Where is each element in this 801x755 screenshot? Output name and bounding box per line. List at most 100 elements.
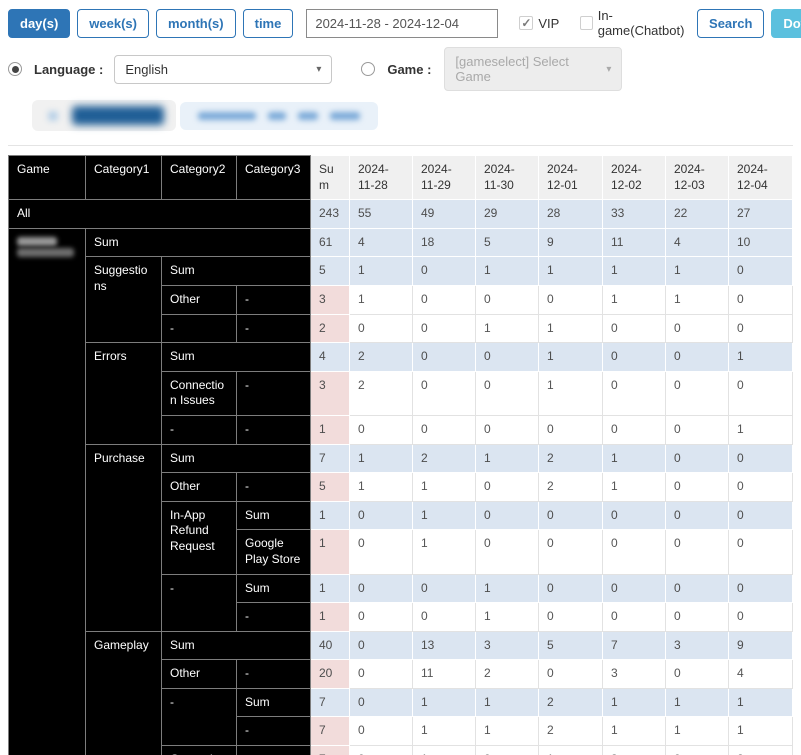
value-cell: 1 [310,529,350,575]
table-row: Errors Sum 4 2 0 0 1 0 0 1 [9,342,793,445]
vip-checkbox-group: ✓ VIP [519,16,559,31]
value-cell: 0 [475,284,539,315]
category-cell: Connection Issues [161,370,237,416]
filter-panel: day(s) week(s) month(s) time ✓ VIP In-ga… [8,8,801,146]
value-cell: 0 [665,745,729,755]
value-cell: 0 [602,529,666,575]
game-select[interactable]: [gameselect] Select Game ▾ [444,47,623,91]
value-cell: 1 [412,472,476,502]
value-cell: 2 [412,443,476,474]
redacted-button[interactable] [72,106,164,125]
search-button[interactable]: Search [697,8,765,38]
value-cell: 33 [602,199,666,229]
value-cell: 0 [665,342,729,372]
category-cell: - [236,284,311,315]
language-radio[interactable] [8,62,22,76]
table-row: - Sum 7 0 1 1 2 1 1 1 [9,687,793,747]
months-button[interactable]: month(s) [156,8,236,38]
table-row: Connection Issues -3 2 0 0 1 0 0 0 [9,370,793,416]
category-cell: - [236,659,311,689]
value-cell: 0 [475,414,539,445]
value-cell: 9 [538,227,603,258]
category-cell: Sum [236,687,311,718]
value-cell: 1 [475,602,539,632]
time-button[interactable]: time [242,8,294,38]
value-cell: 5 [310,256,350,286]
category-cell: Purchase [85,443,162,632]
value-cell: 2 [349,370,413,416]
category-cell: - [236,313,311,344]
header-cell: 2024-11-29 [412,154,476,201]
value-cell: 1 [665,687,729,718]
header-cell: Category2 [161,154,237,201]
value-cell: 0 [475,342,539,372]
header-cell: 2024-12-02 [602,154,666,201]
value-cell: 1 [728,414,793,445]
value-cell: 0 [538,602,603,632]
category-cell: Sum [161,630,311,661]
value-cell: 1 [665,284,729,315]
value-cell: 0 [412,573,476,604]
category-cell: - [236,414,311,445]
weeks-button[interactable]: week(s) [77,8,149,38]
ingame-checkbox[interactable] [580,16,593,30]
redacted-toolbar [32,100,793,131]
value-cell: 1 [310,500,350,531]
date-range-input[interactable] [306,8,499,38]
value-cell: 0 [665,414,729,445]
days-button[interactable]: day(s) [8,8,71,38]
filter-row-selects: Language : English ▾ Game : [gameselect]… [8,47,793,91]
value-cell: 2 [538,687,603,718]
ingame-label: In-game(Chatbot) [597,8,685,38]
value-cell: 0 [665,370,729,416]
header-cell: 2024-12-01 [538,154,603,201]
category-cell: - [161,573,237,632]
value-cell: 7 [310,716,350,747]
value-cell: 3 [475,630,539,661]
category-cell: General Gameplay [161,745,237,755]
game-radio[interactable] [361,62,376,76]
value-cell: 0 [349,630,413,661]
value-cell: 7 [310,687,350,718]
value-cell: 2 [475,659,539,689]
value-cell: 0 [349,659,413,689]
value-cell: 0 [728,573,793,604]
download-button[interactable]: Download [771,8,801,38]
value-cell: 2 [538,443,603,474]
value-cell: 0 [665,659,729,689]
header-cell: Category1 [85,154,162,201]
value-cell: 243 [310,199,350,229]
value-cell: 1 [602,443,666,474]
value-cell: 2 [349,342,413,372]
value-cell: 0 [412,256,476,286]
redacted-toolbar-left [32,100,176,131]
value-cell: 5 [310,472,350,502]
redacted-text [298,111,318,120]
table-row: Other -5 1 1 0 2 1 0 0 [9,472,793,502]
header-cell: Category3 [236,154,311,201]
category-cell: Sum [236,573,311,604]
ingame-checkbox-group: In-game(Chatbot) [580,8,686,38]
vip-checkbox[interactable]: ✓ [519,16,534,30]
game-select-value: [gameselect] Select Game [455,54,569,84]
value-cell: 1 [602,716,666,747]
language-select[interactable]: English ▾ [114,54,333,84]
value-cell: 0 [728,313,793,344]
table-row: All 243 55 49 29 28 33 22 27 [8,199,793,229]
value-cell: 0 [412,342,476,372]
value-cell: 7 [602,630,666,661]
value-cell: 0 [349,602,413,632]
value-cell: 55 [349,199,413,229]
value-cell: 0 [728,443,793,474]
value-cell: 3 [602,659,666,689]
value-cell: 1 [475,443,539,474]
value-cell: 11 [602,227,666,258]
value-cell: 0 [349,500,413,531]
vip-label: VIP [538,15,560,31]
value-cell: 1 [602,256,666,286]
category-cell: Suggestions [85,256,162,344]
language-label: Language : [34,61,104,77]
